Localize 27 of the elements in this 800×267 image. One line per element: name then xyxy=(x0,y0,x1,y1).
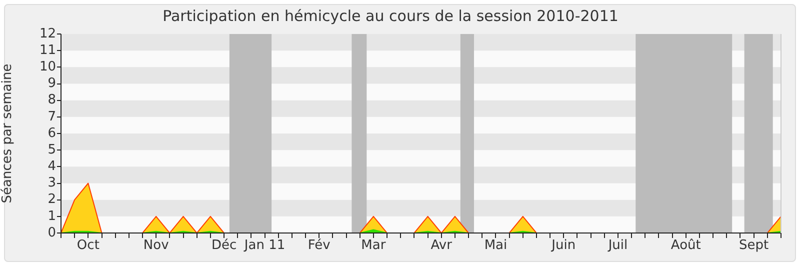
y-tick-label: 5 xyxy=(48,142,56,158)
x-tick-label: Nov xyxy=(143,238,170,254)
y-tick-label: 4 xyxy=(48,159,56,174)
x-tick-label: Juin xyxy=(550,238,576,254)
y-axis-title: Séances par semaine xyxy=(0,64,16,204)
x-tick-label: Mar xyxy=(361,238,386,254)
y-tick-label: 2 xyxy=(48,192,56,208)
x-tick-label: Oct xyxy=(76,238,100,254)
x-tick-label: Juil xyxy=(607,238,628,254)
x-tick-label: Fév xyxy=(308,238,331,254)
y-tick-label: 10 xyxy=(39,60,56,75)
y-tick-label: 12 xyxy=(39,26,56,42)
x-tick-label: Sept xyxy=(739,238,769,254)
y-tick-label: 9 xyxy=(48,76,56,92)
x-tick-label: Mai xyxy=(484,238,508,254)
y-tick-label: 6 xyxy=(48,126,56,141)
y-tick-label: 3 xyxy=(48,176,56,191)
y-tick-label: 8 xyxy=(48,92,56,108)
x-tick-label: Jan 11 xyxy=(243,238,286,254)
y-tick-label: 0 xyxy=(48,225,56,240)
y-tick-label: 11 xyxy=(39,42,56,58)
y-tick-label: 1 xyxy=(48,208,56,224)
y-tick-label: 7 xyxy=(48,109,56,124)
chart-title: Participation en hémicycle au cours de la session 2010-2011 xyxy=(162,6,618,25)
x-tick-label: Août xyxy=(670,238,701,254)
x-tick-label: Avr xyxy=(430,238,453,254)
x-tick-label: Déc xyxy=(211,238,237,254)
